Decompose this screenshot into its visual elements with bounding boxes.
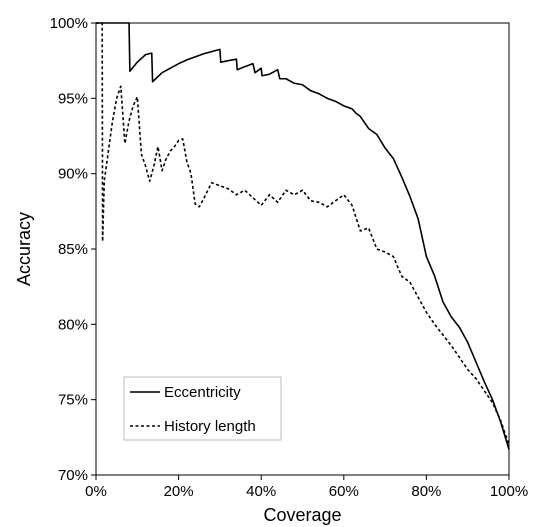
- legend-label-history-length: History length: [164, 418, 256, 435]
- x-tick-label: 80%: [411, 483, 441, 500]
- x-tick-label: 0%: [85, 483, 107, 500]
- legend-label-eccentricity: Eccentricity: [164, 384, 241, 401]
- y-tick-label: 75%: [58, 392, 88, 409]
- legend: Eccentricity History length: [123, 376, 282, 441]
- y-tick-label: 80%: [58, 316, 88, 333]
- series-line-history-length: [96, 22, 510, 446]
- x-tick-label: 20%: [164, 483, 194, 500]
- plot-frame: [95, 22, 510, 476]
- legend-box: [123, 376, 282, 441]
- y-axis-title: Accuracy: [14, 212, 34, 286]
- y-tick-label: 70%: [58, 467, 88, 484]
- series-layer: [96, 22, 510, 450]
- x-tick-label: 60%: [329, 483, 359, 500]
- axis-ticks: [91, 22, 510, 480]
- series-line-eccentricity: [96, 22, 510, 450]
- y-tick-label: 100%: [50, 15, 88, 32]
- y-tick-label: 85%: [58, 241, 88, 258]
- x-tick-label: 40%: [246, 483, 276, 500]
- y-tick-label: 95%: [58, 90, 88, 107]
- x-axis-title: Coverage: [263, 505, 341, 525]
- y-tick-label: 90%: [58, 166, 88, 183]
- x-tick-labels: 0% 20% 40% 60% 80% 100%: [85, 483, 528, 500]
- x-tick-label: 100%: [490, 483, 528, 500]
- y-tick-labels: 70% 75% 80% 85% 90% 95% 100%: [50, 15, 88, 484]
